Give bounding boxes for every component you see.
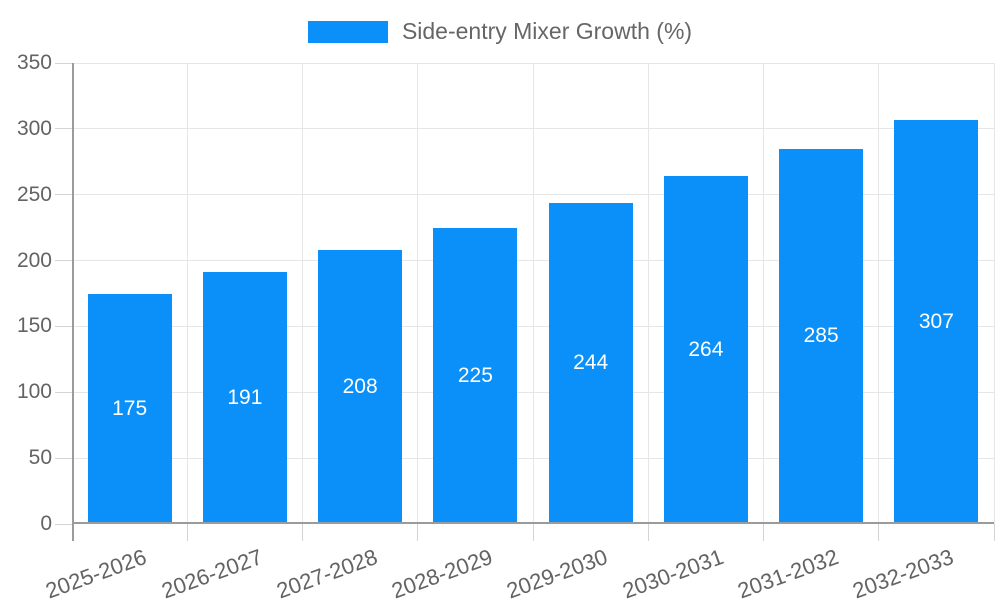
y-tick: [55, 194, 72, 196]
y-tick: [55, 391, 72, 393]
x-tick: [878, 524, 880, 541]
x-gridline: [302, 63, 303, 524]
x-axis-label: 2026-2027: [158, 544, 266, 600]
x-gridline: [532, 63, 534, 524]
bar-value-label: 225: [457, 363, 493, 387]
bar: 307: [894, 119, 979, 524]
x-gridline: [417, 63, 419, 524]
x-axis-label: 2032-2033: [849, 544, 957, 600]
y-axis-label: 250: [16, 182, 52, 206]
y-axis-label: 300: [16, 116, 52, 140]
x-axis-label: 2025-2026: [42, 544, 151, 600]
y-tick: [55, 523, 72, 525]
bar: 208: [318, 250, 403, 524]
bar-value-label: 208: [342, 375, 378, 399]
x-tick: [186, 524, 188, 541]
bar: 244: [548, 202, 633, 524]
legend: Side-entry Mixer Growth (%): [0, 18, 1000, 45]
bar-value-label: 191: [227, 386, 263, 410]
x-tick: [647, 524, 649, 541]
y-tick: [55, 260, 72, 262]
bar: 175: [87, 293, 172, 524]
y-axis-label: 100: [16, 380, 52, 404]
y-axis-line: [72, 63, 74, 541]
legend-swatch: [307, 20, 388, 43]
x-tick: [302, 524, 303, 541]
x-gridline: [763, 63, 764, 524]
bar: 285: [779, 148, 864, 524]
x-axis-label: 2028-2029: [388, 544, 496, 600]
x-axis-line: [72, 522, 994, 524]
x-gridline: [647, 63, 649, 524]
x-tick: [417, 524, 419, 541]
plot-area: 0 50 100 150 200 250 300 350 175 2025-2026 191 2026…: [17, 51, 995, 600]
bar-value-label: 175: [112, 396, 148, 420]
bar: 191: [202, 272, 287, 524]
x-axis-label: 2027-2028: [273, 544, 381, 600]
y-tick: [55, 128, 72, 130]
x-tick: [532, 524, 534, 541]
bar-value-label: 307: [918, 309, 954, 333]
bar-value-label: 264: [688, 338, 724, 362]
bar-value-label: 285: [803, 324, 839, 348]
y-axis-label: 0: [40, 512, 52, 535]
x-gridline: [186, 63, 188, 524]
y-axis-label: 350: [16, 51, 52, 74]
x-gridline: [878, 63, 880, 524]
y-tick: [55, 62, 72, 64]
x-tick: [993, 524, 995, 541]
bar: 225: [433, 227, 518, 524]
y-tick: [55, 457, 72, 459]
legend-label: Side-entry Mixer Growth (%): [401, 18, 693, 44]
x-axis-label: 2030-2031: [619, 544, 727, 600]
y-axis-label: 200: [16, 248, 52, 272]
y-axis-label: 150: [16, 314, 52, 338]
y-axis-label: 50: [28, 446, 52, 470]
bar: 264: [663, 176, 748, 524]
x-axis-label: 2029-2030: [503, 544, 612, 600]
bar-value-label: 244: [573, 351, 609, 375]
x-gridline: [993, 63, 995, 524]
x-tick: [763, 524, 764, 541]
x-axis-label: 2031-2032: [734, 544, 842, 600]
y-tick: [55, 325, 72, 327]
